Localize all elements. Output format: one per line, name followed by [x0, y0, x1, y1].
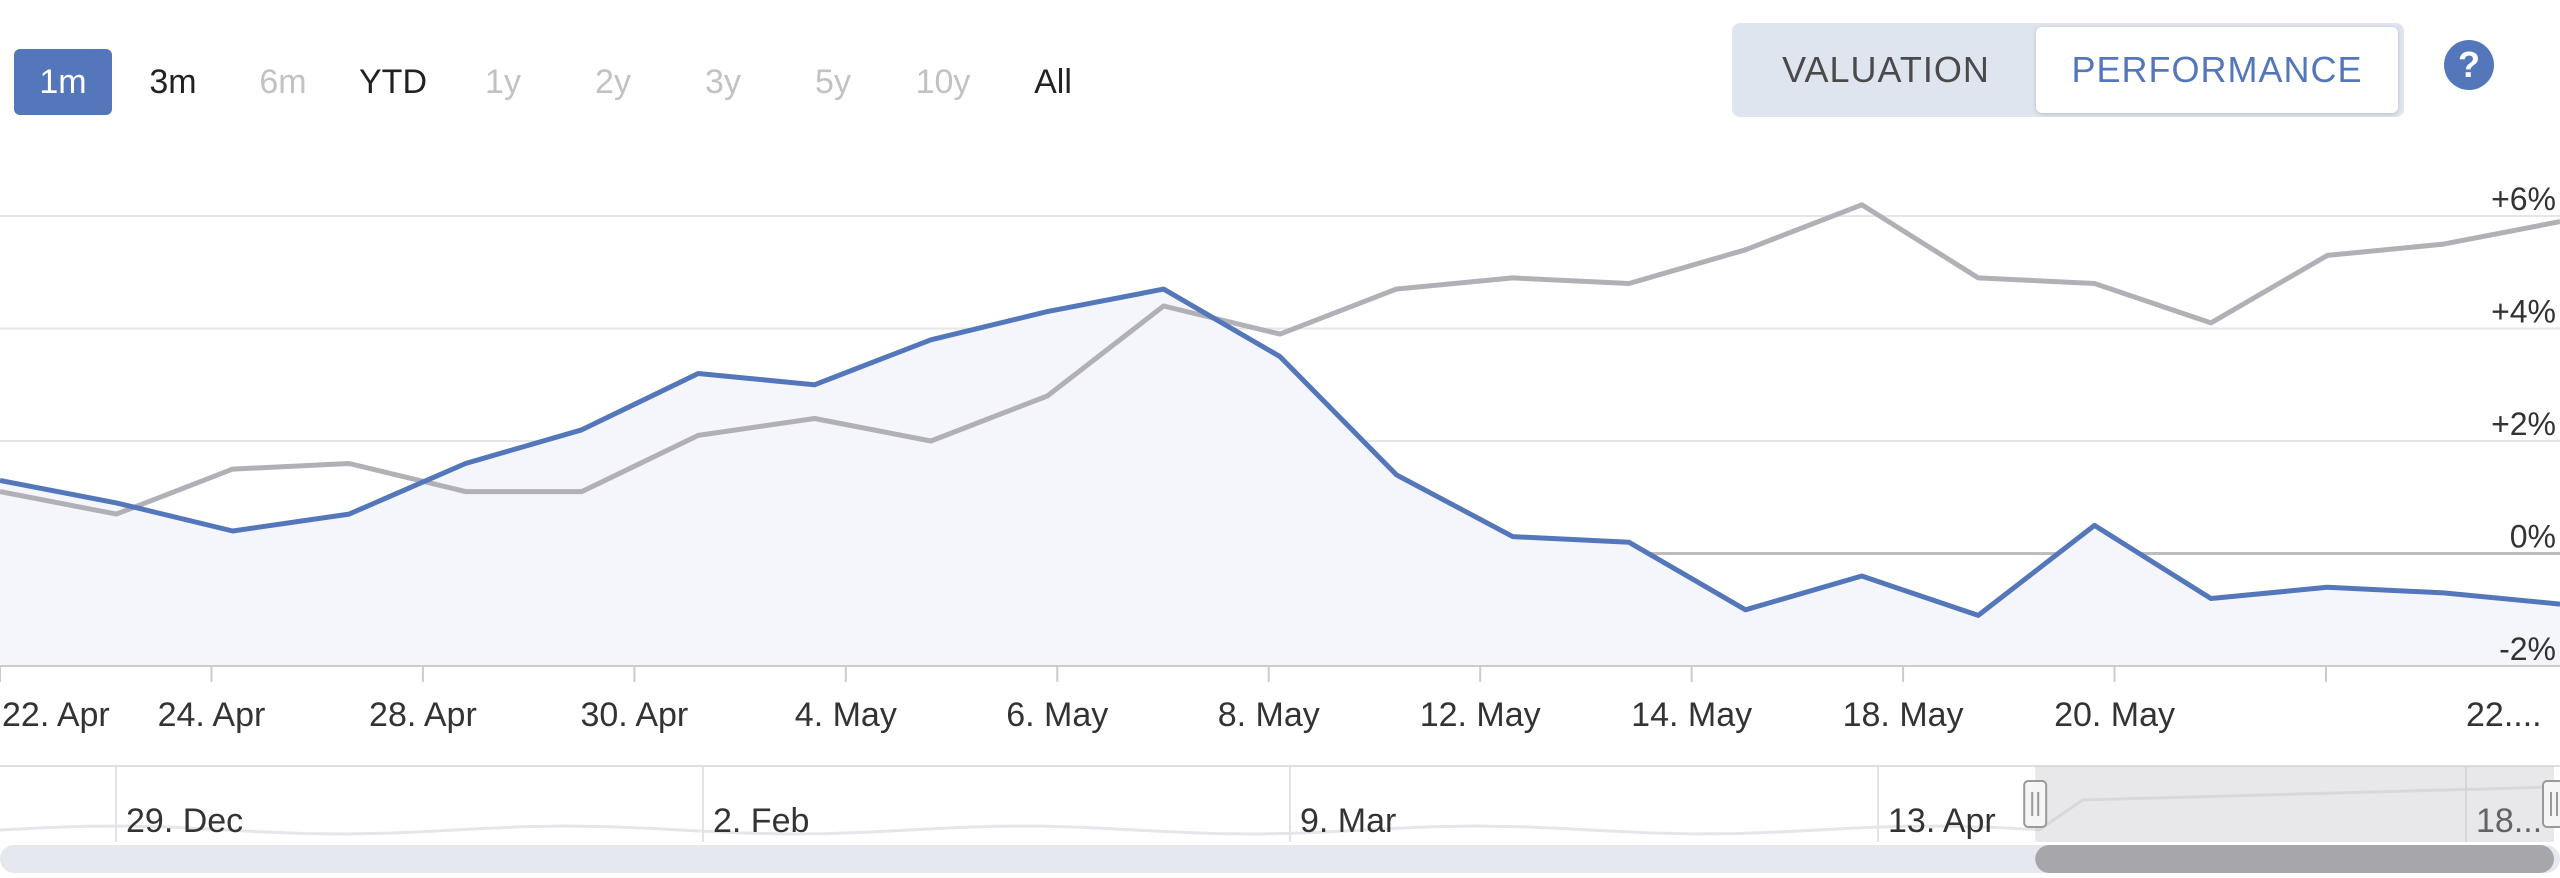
range-button-3y: 3y — [705, 62, 741, 101]
x-tick-label: 4. May — [795, 696, 897, 734]
x-tick-label: 8. May — [1218, 696, 1320, 734]
y-tick-label: +6% — [2491, 181, 2556, 217]
y-tick-label: +2% — [2491, 406, 2556, 442]
range-button-1m[interactable]: 1m — [14, 49, 112, 115]
x-tick-label: 28. Apr — [369, 696, 477, 734]
x-tick-label: 20. May — [2054, 696, 2175, 734]
scrollbar-thumb[interactable] — [2035, 845, 2554, 873]
range-button-5y: 5y — [815, 62, 851, 101]
y-tick-label: -2% — [2499, 631, 2556, 667]
range-button-all[interactable]: All — [1034, 62, 1072, 101]
x-tick-label: 30. Apr — [580, 696, 688, 734]
x-tick-label: 22. Apr — [2, 696, 110, 734]
range-button-2y: 2y — [595, 62, 631, 101]
range-button-6m: 6m — [259, 62, 307, 101]
series-layer — [0, 202, 2560, 618]
navigator-left-handle[interactable] — [2023, 780, 2048, 828]
performance-tab[interactable]: PERFORMANCE — [2036, 27, 2398, 113]
x-tick-label: 18. May — [1843, 696, 1964, 734]
navigator-label: 29. Dec — [126, 802, 243, 840]
navigator-series — [0, 785, 2560, 836]
y-tick-label: +4% — [2491, 294, 2556, 330]
mode-toggle: VALUATION PERFORMANCE — [1732, 23, 2404, 117]
navigator-label: 2. Feb — [713, 802, 809, 840]
primary-series-line — [0, 286, 2560, 618]
navigator-right-handle[interactable] — [2542, 780, 2560, 828]
navigator-label: 18... — [2476, 802, 2542, 840]
area-fill-layer — [0, 289, 2560, 666]
x-tick-label: 12. May — [1420, 696, 1541, 734]
range-button-3m[interactable]: 3m — [149, 62, 197, 101]
range-button-1y: 1y — [485, 62, 521, 101]
range-button-10y: 10y — [915, 62, 971, 101]
primary-series-area — [0, 289, 2560, 666]
scrollbar-track[interactable] — [0, 845, 2560, 873]
x-tick-label: 6. May — [1006, 696, 1108, 734]
navigator-selected-window[interactable] — [2035, 766, 2554, 842]
navigator-label: 13. Apr — [1888, 802, 1996, 840]
navigator-label: 9. Mar — [1300, 802, 1396, 840]
x-tick-label: 24. Apr — [158, 696, 266, 734]
y-axis-ticks: +6% +4% +2% 0% -2% — [2491, 181, 2556, 667]
x-axis-ticks: 22. Apr 24. Apr 28. Apr 30. Apr 4. May 6. May… — [0, 665, 2560, 734]
x-tick-label: 22.... — [2466, 696, 2542, 734]
x-tick-label: 14. May — [1631, 696, 1752, 734]
range-button-ytd[interactable]: YTD — [359, 62, 427, 101]
help-icon[interactable]: ? — [2444, 40, 2494, 90]
range-navigator[interactable]: 29. Dec 2. Feb 9. Mar 13. Apr 18... — [0, 765, 2560, 873]
y-tick-label: 0% — [2510, 519, 2556, 555]
range-selector: 1m 3m 6m YTD 1y 2y 3y 5y 10y All — [14, 48, 1114, 116]
valuation-tab[interactable]: VALUATION — [1782, 49, 1990, 90]
